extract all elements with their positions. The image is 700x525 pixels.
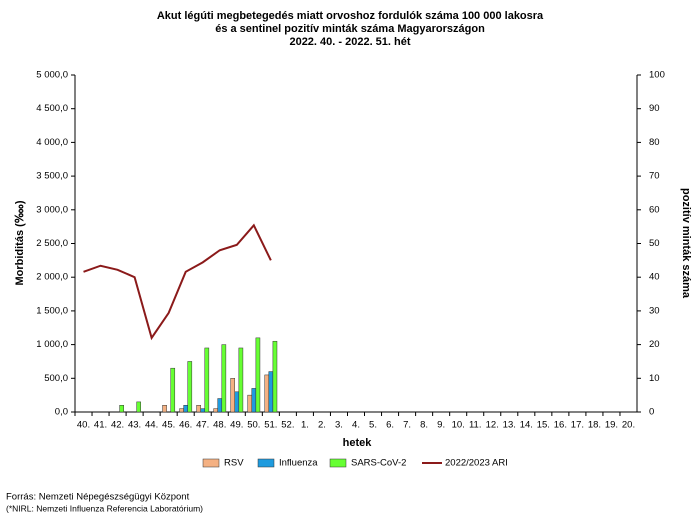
y-tick-label: 3 500,0	[36, 171, 68, 182]
legend-swatch	[202, 458, 220, 468]
bar	[264, 374, 270, 413]
chart-title: és a sentinel pozitív minták száma Magya…	[215, 23, 485, 35]
x-tick-label: 10.	[452, 420, 465, 431]
y2-tick-label: 50	[649, 238, 660, 249]
bar	[170, 367, 176, 413]
y2-tick-label: 60	[649, 204, 660, 215]
y-axis-label: Morbiditás (‱)	[14, 200, 26, 285]
x-tick-label: 43.	[128, 420, 141, 431]
source: Forrás: Nemzeti Népegészségügyi Központ	[6, 492, 190, 503]
x-tick-label: 17.	[571, 420, 584, 431]
x-axis-label: hetek	[343, 437, 373, 449]
bar	[221, 344, 227, 413]
bar	[196, 405, 201, 413]
x-tick-label: 51.	[264, 420, 277, 431]
legend-label: 2022/2023 ARI	[445, 458, 508, 469]
x-tick-label: 13.	[503, 420, 516, 431]
x-tick-label: 11.	[469, 420, 482, 431]
bar	[268, 371, 274, 413]
x-tick-label: 19.	[605, 420, 618, 431]
bar	[247, 394, 253, 413]
x-tick-label: 44.	[145, 420, 158, 431]
x-tick-label: 9.	[437, 420, 445, 431]
x-tick-label: 2.	[318, 420, 326, 431]
x-tick-label: 47.	[196, 420, 209, 431]
x-tick-label: 16.	[554, 420, 567, 431]
legend-swatch	[257, 458, 275, 468]
y2-tick-label: 90	[649, 103, 660, 114]
bar	[200, 408, 206, 413]
x-tick-label: 5.	[369, 420, 377, 431]
bar	[238, 347, 244, 413]
x-tick-label: 40.	[77, 420, 90, 431]
bar	[255, 337, 261, 413]
bar	[136, 401, 141, 413]
x-tick-label: 3.	[335, 420, 343, 431]
y-tick-label: 3 000,0	[36, 204, 68, 215]
chart-title: 2022. 40. - 2022. 51. hét	[289, 36, 410, 48]
bar	[213, 408, 218, 413]
chart-title: Akut légúti megbetegedés miatt orvoshoz …	[157, 10, 544, 22]
y2-tick-label: 10	[649, 373, 660, 384]
y2-tick-label: 80	[649, 137, 660, 148]
x-tick-label: 50.	[247, 420, 260, 431]
x-tick-label: 15.	[537, 420, 550, 431]
x-tick-label: 7.	[403, 420, 411, 431]
y-tick-label: 1 500,0	[36, 305, 68, 316]
x-tick-label: 4.	[352, 420, 360, 431]
x-tick-label: 8.	[420, 420, 428, 431]
y-tick-label: 4 000,0	[36, 137, 68, 148]
y2-tick-label: 100	[649, 70, 665, 81]
bar	[230, 378, 235, 413]
y2-tick-label: 20	[649, 339, 660, 350]
y2-tick-label: 70	[649, 171, 660, 182]
y-tick-label: 500,0	[44, 373, 68, 384]
bar	[204, 347, 210, 413]
line	[83, 223, 272, 341]
y2-tick-label: 30	[649, 305, 660, 316]
x-tick-label: 20.	[622, 420, 635, 431]
bar	[234, 391, 240, 413]
x-tick-label: 41.	[94, 420, 107, 431]
legend-label: SARS-CoV-2	[351, 458, 406, 469]
bar	[179, 408, 184, 413]
x-tick-label: 49.	[230, 420, 243, 431]
y-tick-label: 1 000,0	[36, 339, 68, 350]
x-tick-label: 48.	[213, 420, 226, 431]
y-tick-label: 2 500,0	[36, 238, 68, 249]
x-tick-label: 6.	[386, 420, 394, 431]
y-tick-label: 2 000,0	[36, 272, 68, 283]
x-tick-label: 46.	[179, 420, 192, 431]
x-tick-label: 12.	[486, 420, 499, 431]
x-tick-label: 1.	[301, 420, 309, 431]
x-tick-label: 45.	[162, 420, 175, 431]
y2-tick-label: 0	[649, 407, 654, 418]
bar	[217, 398, 223, 413]
legend-label: RSV	[224, 458, 244, 469]
bar	[251, 388, 257, 413]
bar	[162, 405, 167, 413]
x-tick-label: 52.	[281, 420, 294, 431]
legend-swatch	[329, 458, 347, 468]
note: (*NIRL: Nemzeti Influenza Referencia Lab…	[6, 503, 203, 513]
bar	[272, 340, 278, 413]
y2-tick-label: 40	[649, 272, 660, 283]
bar	[183, 405, 188, 413]
y2-axis-label: pozitív minták száma	[680, 188, 692, 299]
y-tick-label: 5 000,0	[36, 70, 68, 81]
x-tick-label: 14.	[520, 420, 533, 431]
y-tick-label: 4 500,0	[36, 103, 68, 114]
bar	[119, 405, 124, 413]
legend-label: Influenza	[279, 458, 318, 469]
x-tick-label: 42.	[111, 420, 124, 431]
y-tick-label: 0,0	[55, 407, 68, 418]
x-tick-label: 18.	[588, 420, 601, 431]
bar	[187, 361, 193, 413]
